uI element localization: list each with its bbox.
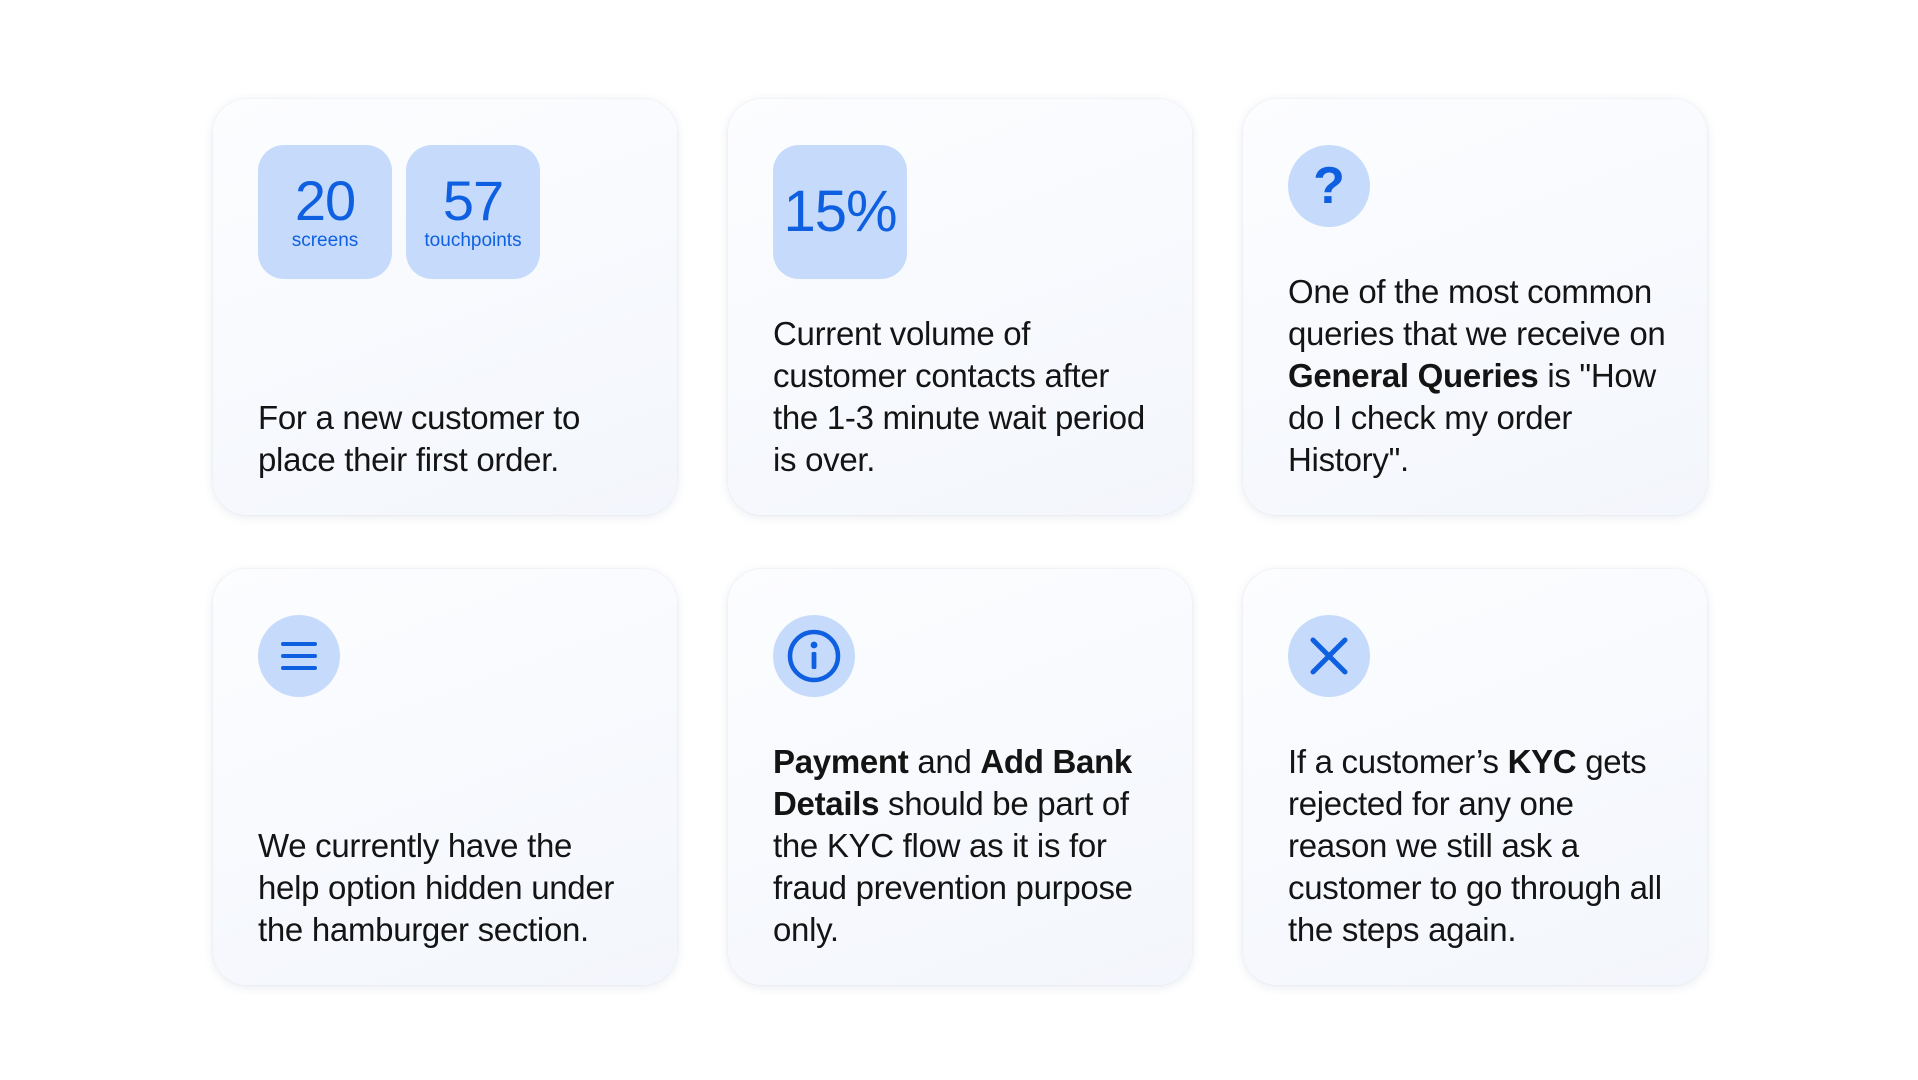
hamburger-menu-glyph (281, 642, 317, 670)
screens-stat-badge: 20 screens (258, 145, 392, 279)
text-emphasis: Payment (773, 743, 909, 780)
card-description: We currently have the help option hidden… (258, 827, 615, 948)
text-emphasis: KYC (1507, 743, 1577, 780)
text-segment: should be part of the KYC flow as it is … (773, 785, 1133, 948)
percentage-stat-badge: 15% (773, 145, 907, 279)
touchpoints-count: 57 (442, 168, 504, 232)
question-mark-icon: ? (1288, 145, 1370, 227)
text-segment: One of the most common queries that we r… (1288, 273, 1666, 352)
close-icon (1288, 615, 1370, 697)
stat-badges: 15% (773, 145, 907, 279)
text-segment: is "How do I check my order History". (1288, 357, 1656, 478)
stat-badges: 20 screens 57 touchpoints (258, 145, 540, 279)
card-description: If a customer’s KYC gets rejected for an… (1288, 741, 1671, 951)
card-contact-volume: 15% Current volume of customer contacts … (728, 99, 1192, 515)
close-glyph (1310, 637, 1348, 675)
text-segment: If a customer’s (1288, 743, 1508, 780)
touchpoints-label: touchpoints (424, 229, 522, 251)
card-kyc-payment: Payment and Add Bank Details should be p… (728, 569, 1192, 985)
card-description: One of the most common queries that we r… (1288, 271, 1671, 481)
card-screens-touchpoints: 20 screens 57 touchpoints For a new cust… (213, 99, 677, 515)
card-description: For a new customer to place their first … (258, 399, 580, 478)
percentage-value: 15% (783, 179, 897, 244)
hamburger-menu-icon (258, 615, 340, 697)
text-segment: and (908, 743, 981, 780)
card-hamburger-help: We currently have the help option hidden… (213, 569, 677, 985)
text-segment: gets rejected for any one reason we stil… (1288, 743, 1662, 948)
text-emphasis: General Queries (1288, 357, 1539, 394)
info-glyph (787, 629, 841, 683)
card-general-queries: ? One of the most common queries that we… (1243, 99, 1707, 515)
text-emphasis: Add Bank Details (773, 743, 1132, 822)
screens-count: 20 (294, 168, 356, 232)
card-description: Payment and Add Bank Details should be p… (773, 741, 1156, 951)
insight-cards-grid: 20 screens 57 touchpoints For a new cust… (213, 99, 1707, 985)
touchpoints-stat-badge: 57 touchpoints (406, 145, 540, 279)
card-kyc-rejection: If a customer’s KYC gets rejected for an… (1243, 569, 1707, 985)
card-description: Current volume of customer contacts afte… (773, 315, 1145, 478)
screens-label: screens (291, 229, 359, 251)
info-icon (773, 615, 855, 697)
